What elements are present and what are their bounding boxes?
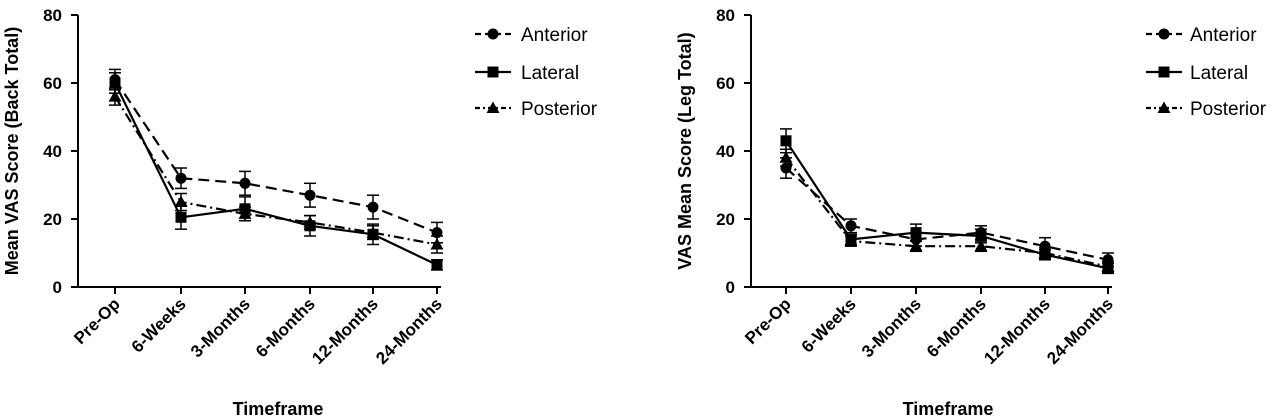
- legend-entry: Anterior: [1146, 25, 1257, 46]
- x-tick-label: 6-Weeks: [798, 294, 860, 356]
- chart-panel-1: 0 20 40 60 80 Pre-Op 6-Weeks3-Months6-Months12…: [2, 6, 598, 419]
- legend-label: Posterior: [1190, 99, 1267, 120]
- series-line: [785, 157, 1109, 268]
- legend-label: Lateral: [1190, 63, 1248, 84]
- data-point: [109, 77, 121, 89]
- data-point: [238, 207, 252, 219]
- y-tick-label: 0: [726, 278, 735, 297]
- series-lateral: [780, 128, 1114, 275]
- legend-label: Posterior: [521, 99, 598, 120]
- y-tick-label: 40: [43, 142, 62, 161]
- data-point: [975, 230, 987, 242]
- y-axis-title: Mean VAS Score (Back Total): [2, 27, 22, 275]
- series-line: [785, 167, 1109, 261]
- data-point: [780, 135, 792, 147]
- data-point: [304, 189, 316, 201]
- data-point: [909, 239, 923, 252]
- series-line: [785, 140, 1109, 270]
- legend-marker: [486, 101, 500, 113]
- series-line: [114, 82, 438, 266]
- legend-label: Lateral: [521, 63, 579, 84]
- y-tick-label: 20: [716, 210, 735, 229]
- data-point: [239, 177, 251, 189]
- series-line: [114, 78, 438, 234]
- y-axis-title: VAS Mean Score (Leg Total): [675, 32, 695, 269]
- legend-marker: [487, 66, 499, 78]
- x-tick-label: 12-Months: [308, 294, 382, 368]
- legend-entry: Posterior: [475, 99, 598, 120]
- legend-label: Anterior: [1190, 25, 1257, 46]
- x-tick-label: 3-Months: [187, 294, 254, 361]
- data-point: [174, 195, 188, 207]
- data-point: [779, 151, 793, 163]
- series-posterior: [779, 148, 1115, 273]
- y-tick-label: 20: [43, 210, 62, 229]
- x-tick-label: 6-Months: [923, 294, 990, 361]
- x-tick-label: 3-Months: [858, 294, 925, 361]
- legend-label: Anterior: [521, 25, 588, 46]
- series-posterior: [108, 87, 444, 254]
- y-tick-label: 0: [53, 278, 62, 297]
- data-point: [366, 226, 380, 238]
- data-point: [974, 239, 988, 252]
- series-anterior: [780, 157, 1114, 268]
- legend-marker: [1157, 101, 1171, 113]
- x-tick-label: 24-Months: [372, 294, 446, 368]
- data-point: [431, 259, 443, 271]
- y-tick-label: 80: [716, 6, 735, 25]
- x-tick-label: Pre-Op: [741, 294, 795, 348]
- x-tick-label: Pre-Op: [70, 294, 124, 348]
- legend-entry: Posterior: [1146, 99, 1267, 120]
- data-point: [108, 90, 122, 102]
- legend-entry: Lateral: [475, 63, 579, 84]
- legend-entry: Lateral: [1146, 63, 1248, 84]
- data-point: [780, 162, 792, 174]
- series-line: [114, 96, 438, 246]
- x-axis-title: Timeframe: [233, 399, 324, 419]
- data-point: [175, 172, 187, 184]
- data-point: [845, 220, 857, 232]
- data-point: [175, 211, 187, 223]
- data-point: [910, 227, 922, 239]
- y-tick-label: 60: [43, 74, 62, 93]
- x-tick-label: 12-Months: [980, 294, 1054, 368]
- legend-entry: Anterior: [475, 25, 588, 46]
- x-tick-label: 6-Weeks: [128, 294, 190, 356]
- y-tick-label: 60: [716, 74, 735, 93]
- data-point: [1038, 246, 1052, 258]
- x-axis-title: Timeframe: [903, 399, 994, 419]
- data-point: [303, 215, 317, 228]
- x-tick-label: 6-Months: [252, 294, 319, 361]
- chart-panel-2: 0 20 40 60 80 Pre-Op 6-Weeks3-Months6-Months12…: [675, 6, 1267, 419]
- x-tick-label: 24-Months: [1043, 294, 1117, 368]
- data-point: [367, 201, 379, 213]
- y-tick-label: 80: [43, 6, 62, 25]
- data-point: [1101, 260, 1115, 272]
- legend-marker: [1158, 66, 1170, 78]
- legend-marker: [487, 28, 499, 40]
- y-tick-label: 40: [716, 142, 735, 161]
- series-lateral: [109, 72, 443, 271]
- data-point: [844, 234, 858, 247]
- legend-marker: [1158, 28, 1170, 40]
- data-point: [430, 238, 444, 250]
